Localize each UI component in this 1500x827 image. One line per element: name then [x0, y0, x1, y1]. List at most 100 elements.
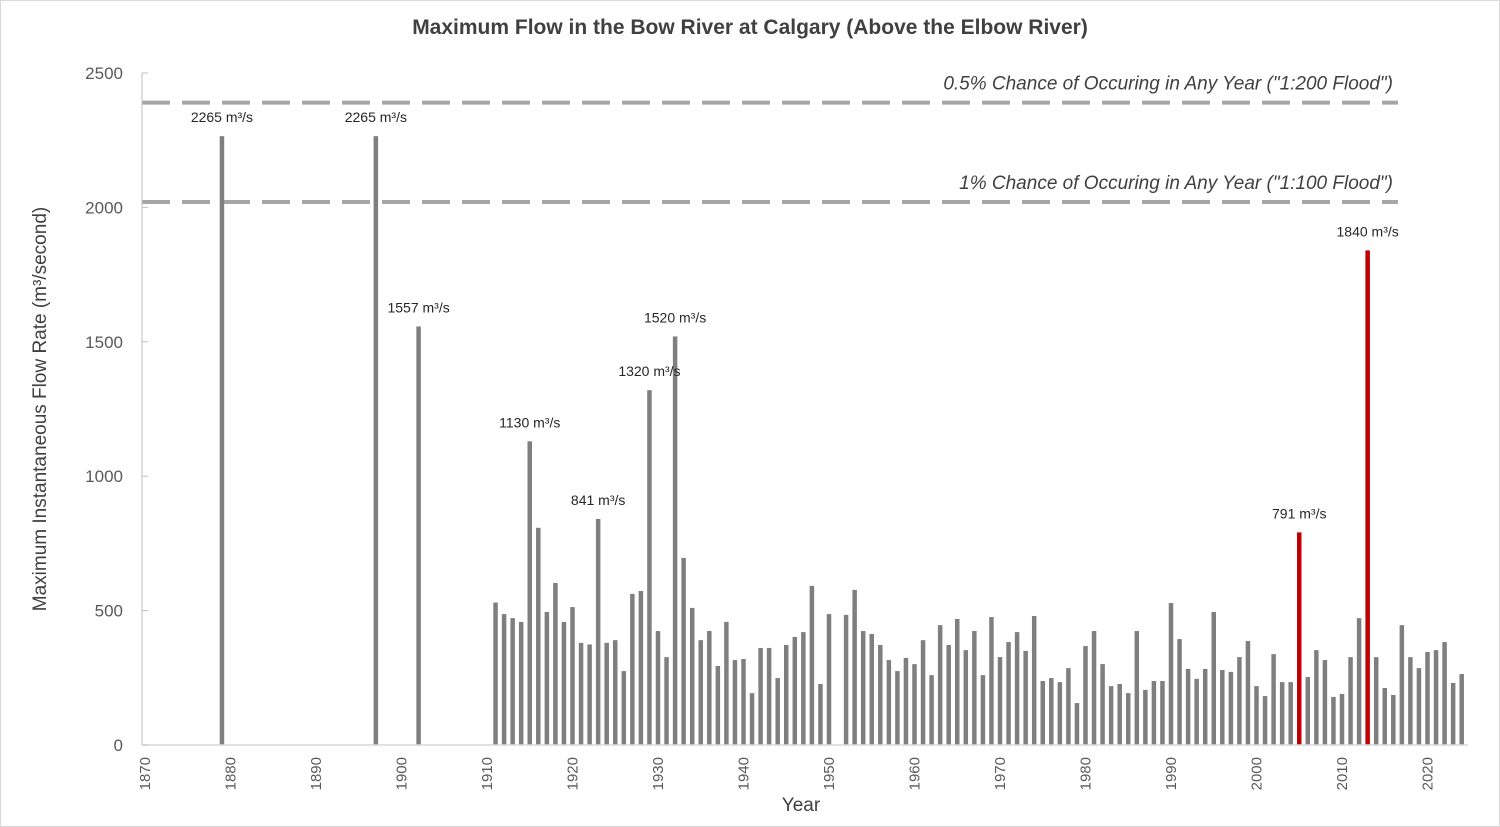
bar-value-label: 1520 m³/s [644, 309, 706, 325]
bar [501, 614, 507, 745]
bar [1117, 683, 1122, 745]
bar [613, 640, 618, 745]
bar [1143, 689, 1148, 745]
bar [1391, 695, 1396, 745]
bar [536, 527, 541, 745]
bar [630, 593, 635, 745]
bar [784, 645, 789, 745]
bar [561, 621, 567, 745]
bar [972, 631, 977, 745]
bar [715, 665, 721, 745]
bar [1382, 688, 1387, 745]
bar-value-label: 791 m³/s [1272, 505, 1326, 521]
bar [1416, 668, 1422, 745]
bar [852, 589, 857, 745]
highlighted-bar [1297, 532, 1302, 745]
bar [1408, 657, 1413, 745]
x-tick-label: 1890 [308, 757, 325, 790]
y-tick-label: 500 [95, 602, 123, 621]
bar [912, 664, 917, 745]
bar [647, 390, 652, 745]
bar [544, 611, 550, 745]
x-tick-label: 1950 [821, 757, 838, 790]
reference-line-label: 0.5% Chance of Occuring in Any Year ("1:… [943, 74, 1393, 95]
bar [493, 602, 498, 745]
bar [1211, 611, 1216, 745]
bar [955, 618, 960, 745]
bar-value-label: 1130 m³/s [499, 414, 560, 430]
bar-value-label: 841 m³/s [571, 492, 625, 508]
bar [980, 675, 986, 745]
bar [869, 633, 874, 745]
bar [766, 647, 772, 745]
bar-value-label: 2265 m³/s [345, 109, 407, 125]
bar [903, 657, 909, 745]
bar [1245, 640, 1251, 745]
bar [1262, 696, 1268, 745]
bar [1083, 646, 1088, 745]
bar [681, 557, 686, 745]
bar-annotations: 2265 m³/s 2265 m³/s 1557 m³/s 1130 m³/s 841 … [191, 109, 1399, 521]
x-tick-label: 2010 [1334, 757, 1351, 790]
bar [1014, 632, 1020, 745]
bar [553, 582, 558, 745]
bar [1074, 703, 1080, 745]
bar [621, 671, 627, 745]
bar [1108, 686, 1114, 745]
bar [655, 631, 661, 745]
bar [1339, 693, 1345, 745]
bar [707, 631, 712, 745]
y-tick-label: 2000 [85, 198, 123, 217]
bar [698, 640, 703, 745]
bar [1228, 671, 1234, 745]
bar [587, 644, 592, 745]
bar [1314, 650, 1319, 745]
bar [1279, 682, 1285, 745]
x-tick-label: 1980 [1078, 757, 1095, 790]
bar [801, 632, 806, 745]
bar [724, 621, 729, 745]
bar [1237, 657, 1242, 745]
x-tick-label: 1870 [137, 757, 154, 790]
y-tick-label: 2500 [85, 64, 123, 83]
bar [997, 657, 1003, 745]
bar [1126, 693, 1131, 745]
bar [1254, 686, 1259, 745]
bar [886, 660, 892, 745]
x-tick-label: 1920 [565, 757, 582, 790]
bar [843, 614, 849, 745]
bar [604, 642, 609, 745]
bar [878, 645, 883, 745]
bar [989, 617, 994, 745]
bar [1348, 657, 1353, 745]
bar [1459, 674, 1464, 745]
y-tick-label: 0 [114, 736, 123, 755]
bar [775, 678, 780, 745]
bar [1433, 650, 1439, 745]
bars [219, 136, 1464, 746]
bar [1100, 664, 1105, 745]
bar [1031, 615, 1037, 745]
x-tick-label: 1960 [907, 757, 924, 790]
bar [1356, 618, 1362, 745]
bar [792, 636, 798, 745]
bar [929, 675, 934, 745]
bar [937, 625, 943, 745]
bar [1425, 651, 1430, 745]
bar [1066, 668, 1071, 745]
bar [1399, 625, 1405, 745]
bar [518, 621, 524, 745]
bar [1194, 678, 1199, 745]
bar [638, 590, 644, 745]
bar [1288, 682, 1293, 745]
chart-title: Maximum Flow in the Bow River at Calgary… [412, 16, 1088, 39]
bar [510, 618, 515, 745]
x-tick-label: 1990 [1163, 757, 1180, 790]
bar [1373, 657, 1379, 745]
bar [219, 136, 225, 746]
bar [1331, 696, 1336, 745]
bar [732, 660, 738, 745]
bar [595, 518, 601, 745]
bar [527, 441, 532, 745]
x-tick-label: 1880 [223, 757, 240, 790]
